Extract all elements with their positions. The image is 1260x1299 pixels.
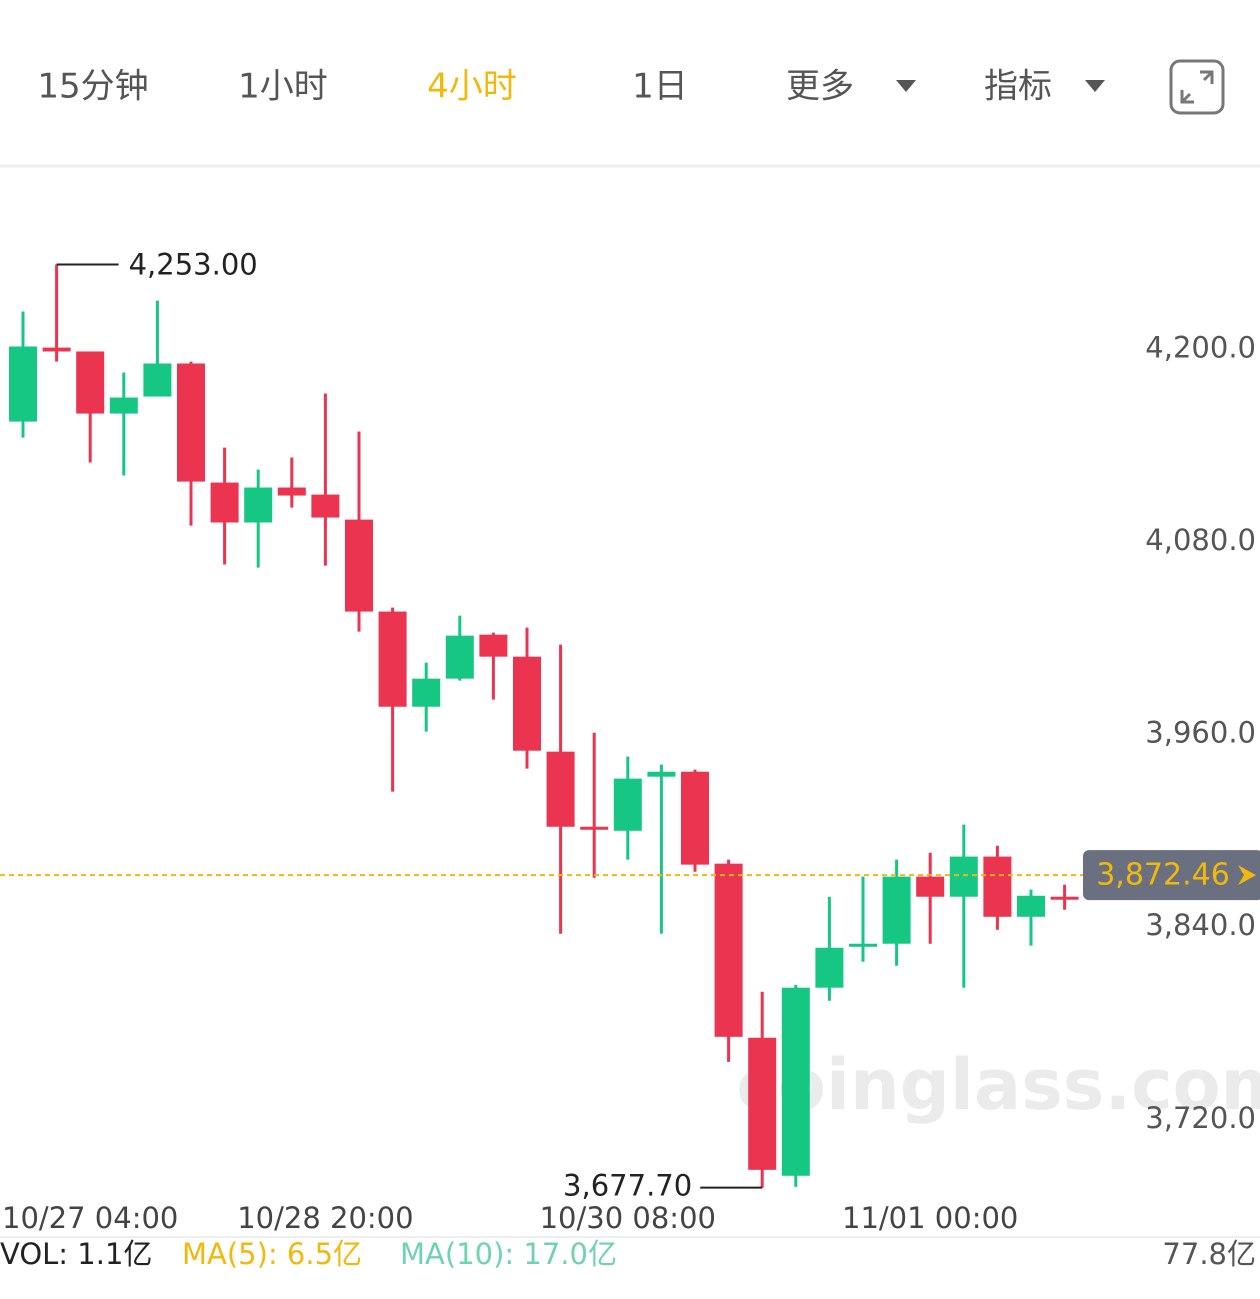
candle-body — [1017, 895, 1045, 917]
y-tick-label: 4,080.0 — [1145, 523, 1256, 557]
candle-body — [916, 876, 945, 897]
candle-body — [882, 876, 911, 944]
candle-body — [244, 487, 273, 523]
tab[interactable]: 1小时 — [238, 67, 328, 107]
candle-body — [9, 346, 37, 422]
last-price-arrow — [1238, 865, 1256, 886]
expand-frame — [1169, 59, 1225, 115]
x-tick-label: 10/27 04:00 — [2, 1201, 178, 1235]
vol-label: VOL: 1.1亿 — [0, 1237, 152, 1271]
candle-body — [76, 351, 105, 414]
candle-body — [143, 363, 172, 397]
candle-body — [647, 771, 676, 777]
candle-body — [345, 519, 373, 612]
candle-body — [109, 397, 138, 414]
tab[interactable]: 4小时 — [427, 67, 517, 107]
y-tick-label: 3,960.0 — [1145, 716, 1256, 750]
candle-body — [378, 611, 407, 707]
y-tick-label: 4,200.0 — [1145, 331, 1256, 365]
vol-max-label: 77.8亿 — [1162, 1237, 1256, 1271]
candle-body — [1050, 896, 1079, 900]
candle-body — [849, 943, 877, 947]
last-price-box — [1083, 850, 1260, 901]
candle-body — [613, 778, 642, 831]
dropdown-arrow — [896, 80, 916, 92]
tab[interactable]: 指标 — [984, 67, 1052, 107]
candle-body — [983, 856, 1012, 917]
candle-body — [479, 634, 508, 657]
candle-body — [949, 856, 978, 897]
candle-body — [513, 656, 541, 751]
candle-body — [42, 347, 71, 352]
candle-body — [781, 987, 810, 1176]
candle-body — [210, 482, 239, 523]
candle-body — [311, 494, 340, 518]
y-tick-label: 3,840.0 — [1145, 908, 1256, 942]
x-tick-label: 10/28 20:00 — [237, 1201, 413, 1235]
low-label: 3,677.70 — [563, 1169, 692, 1203]
candle-body — [277, 487, 306, 496]
ma5-label: MA(5): 6.5亿 — [182, 1237, 362, 1271]
candle-body — [445, 635, 474, 679]
candle-body — [815, 947, 844, 988]
toolbar — [0, 0, 1260, 165]
candle-body — [748, 1037, 777, 1170]
last-price-label: 3,872.46 — [1096, 858, 1230, 893]
expand-button[interactable] — [1169, 59, 1225, 115]
y-tick-label: 3,720.0 — [1145, 1101, 1256, 1135]
candle-body — [714, 863, 743, 1037]
candle-body — [681, 771, 709, 865]
candle-body — [546, 751, 575, 827]
candle-body — [580, 826, 609, 830]
tab[interactable]: 15分钟 — [37, 67, 148, 107]
x-tick-label: 10/30 08:00 — [540, 1201, 716, 1235]
candle-body — [412, 678, 441, 707]
watermark: coinglass.com — [736, 1044, 1260, 1126]
high-label: 4,253.00 — [129, 247, 258, 281]
expand-icon — [1180, 70, 1214, 104]
ma10-label: MA(10): 17.0亿 — [400, 1237, 617, 1271]
x-tick-label: 11/01 00:00 — [842, 1201, 1018, 1235]
dropdown-arrow — [1085, 80, 1105, 92]
candle-body — [177, 363, 205, 482]
tab[interactable]: 1日 — [632, 67, 688, 107]
tab[interactable]: 更多 — [786, 67, 854, 107]
